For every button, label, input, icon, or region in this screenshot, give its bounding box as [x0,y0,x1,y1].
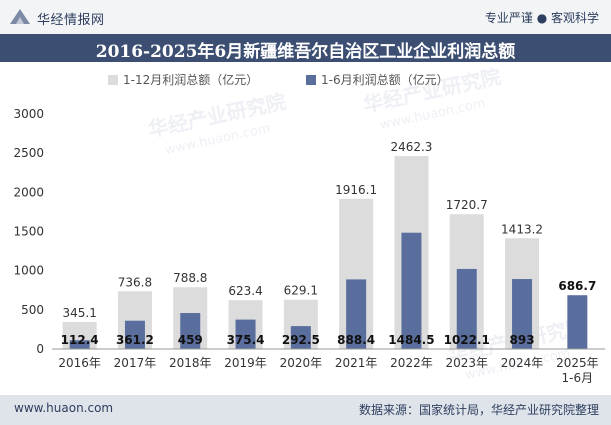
footer-url: www.huaon.com [14,401,114,415]
y-tick-label: 3000 [13,107,44,121]
y-tick-label: 0 [36,342,44,356]
x-tick-label: 2023年 [445,356,488,370]
data-label-first-half: 361.2 [116,333,154,347]
y-tick-label: 2500 [13,146,44,160]
data-label-first-half: 292.5 [282,333,320,347]
bar-first-half [235,319,256,349]
bar-first-half [69,340,90,349]
brand-name: 华经情报网 [37,13,105,28]
bar-first-half [124,320,145,349]
x-tick-label: 2017年 [114,356,157,370]
x-tick-label: 2021年 [335,356,378,370]
data-label-first-half: 893 [510,333,535,347]
x-tick-label: 1-6月 [562,371,594,385]
y-tick-label: 2000 [13,185,44,199]
data-label-full-year: 623.4 [228,284,262,298]
bar-chart: 华经产业研究院www.huaon.com华经产业研究院www.huaon.com… [13,64,605,385]
x-tick-label: 2020年 [280,356,323,370]
data-source: 数据来源：国家统计局，华经产业研究院整理 [358,403,599,417]
chart-title: 2016-2025年6月新疆维吾尔自治区工业企业利润总额 [95,42,516,62]
data-label-first-half: 888.4 [337,333,375,347]
data-label-full-year: 788.8 [173,271,207,285]
x-tick-label: 2022年 [390,356,433,370]
data-label-first-half: 1022.1 [444,333,490,347]
bar-first-half [180,313,201,349]
y-tick-label: 1000 [13,264,44,278]
legend-label-1: 1-12月利润总额（亿元） [123,72,258,87]
x-tick-label: 2024年 [501,356,544,370]
data-label-full-year: 2462.3 [390,140,432,154]
data-label-first-half: 459 [178,333,203,347]
top-bar: 华经情报网 专业严谨 ● 客观科学 [0,0,611,34]
y-tick-label: 1500 [13,225,44,239]
bar-first-half [456,268,477,349]
data-label-full-year: 1413.2 [501,222,543,236]
x-tick-label: 2018年 [169,356,212,370]
data-label-full-year: 1916.1 [335,183,377,197]
title-bar: 2016-2025年6月新疆维吾尔自治区工业企业利润总额 [0,34,611,62]
data-label-first-half: 1484.5 [388,333,434,347]
legend-label-2: 1-6月利润总额（亿元） [321,72,449,87]
data-label-full-year: 345.1 [62,306,96,320]
data-label-first-half: 375.4 [227,333,265,347]
bar-first-half [346,279,367,349]
footer-bar: www.huaon.com 数据来源：国家统计局，华经产业研究院整理 [0,395,611,425]
data-label-first-half: 686.7 [558,279,596,293]
data-label-first-half: 112.4 [61,333,99,347]
bar-first-half [290,326,311,349]
data-label-full-year: 736.8 [118,275,152,289]
x-tick-label: 2025年 [556,356,599,370]
data-label-full-year: 1720.7 [446,198,488,212]
y-tick-label: 500 [21,303,44,317]
legend-swatch-1 [108,75,118,85]
logo-icon [10,9,30,24]
bar-first-half [401,232,422,349]
x-tick-label: 2016年 [58,356,101,370]
legend-swatch-2 [306,75,316,85]
tagline: 专业严谨 ● 客观科学 [484,11,599,25]
bar-first-half [567,295,588,349]
x-tick-label: 2019年 [224,356,267,370]
bar-first-half [512,279,533,349]
data-label-full-year: 629.1 [284,284,318,298]
